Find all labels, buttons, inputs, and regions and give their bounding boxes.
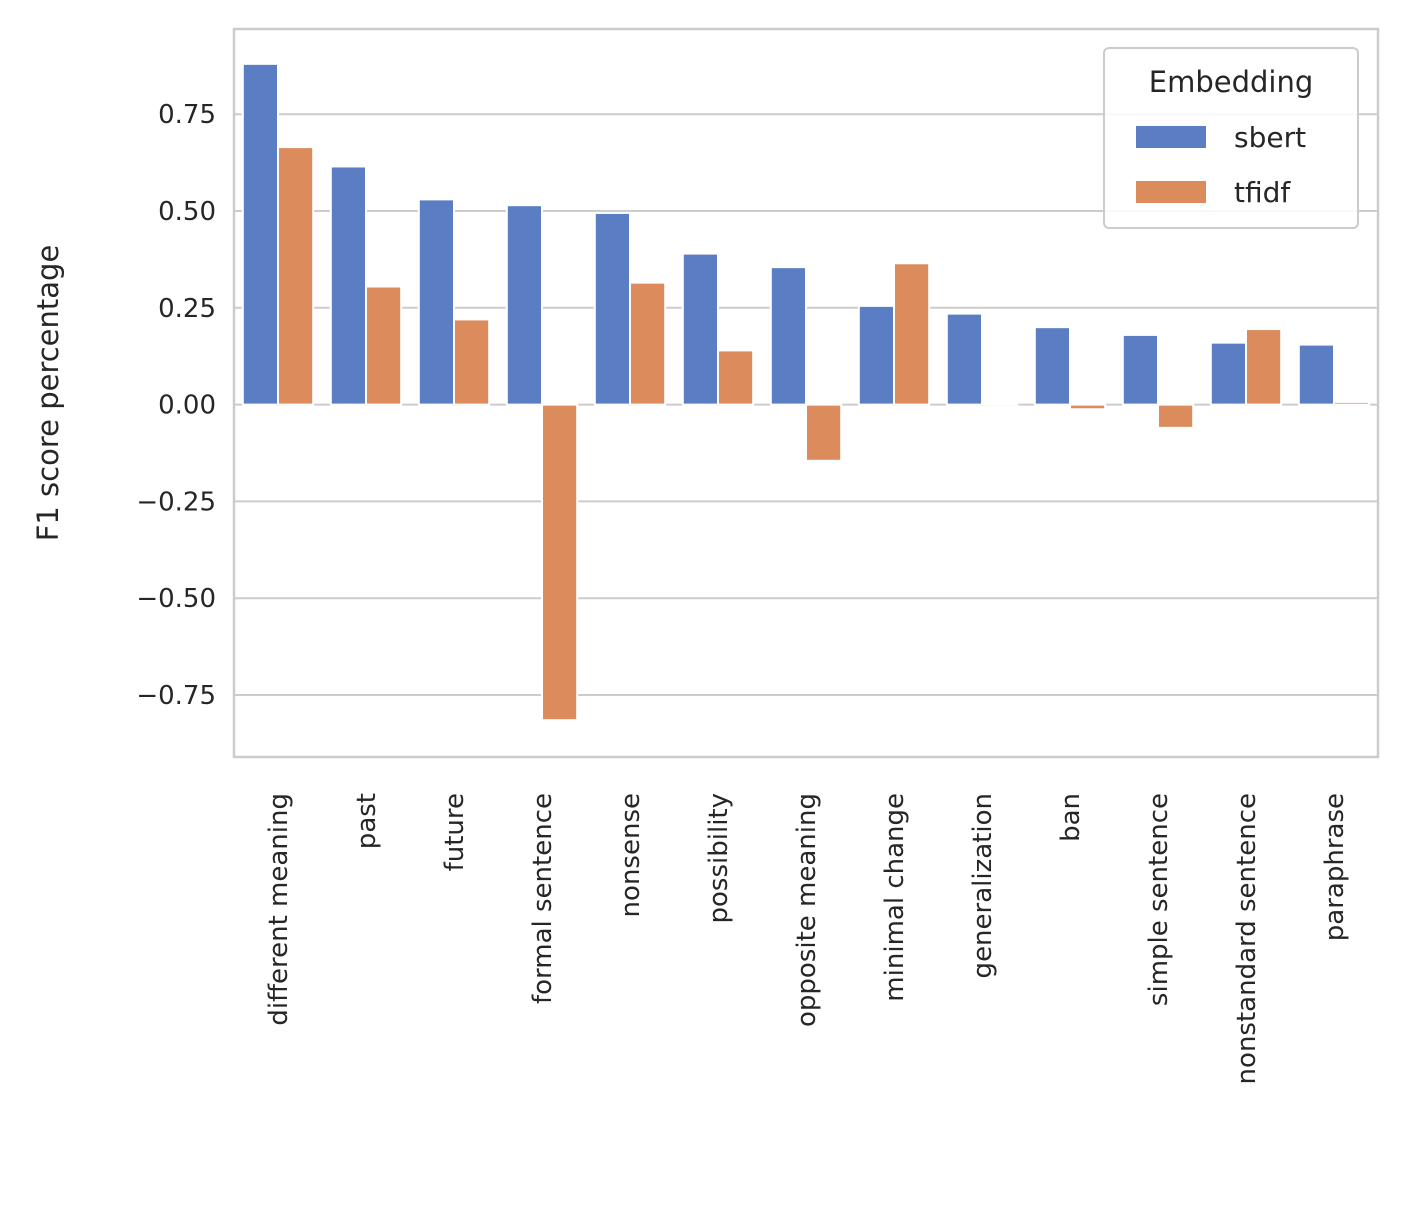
- bar-tfidf: [541, 403, 579, 722]
- y-tick-label: −0.50: [136, 584, 216, 614]
- x-tick-label: possibility: [704, 793, 734, 923]
- x-tick-label: opposite meaning: [792, 793, 822, 1027]
- legend: Embedding sbert tfidf: [1103, 47, 1359, 229]
- bar-tfidf: [893, 262, 931, 406]
- legend-title: Embedding: [1149, 65, 1313, 99]
- bar-sbert: [329, 165, 367, 406]
- bar-tfidf: [277, 146, 315, 406]
- bar-sbert: [505, 204, 543, 406]
- bar-tfidf: [1333, 400, 1371, 406]
- y-tick-labels: −0.75 −0.50 −0.25 0.00 0.25 0.50 0.75: [136, 100, 216, 711]
- bar-tfidf: [629, 281, 667, 406]
- bar-sbert: [1033, 326, 1072, 406]
- x-tick-label: past: [352, 793, 382, 849]
- legend-label-sbert: sbert: [1234, 121, 1306, 154]
- y-tick-label: 0.25: [158, 294, 216, 324]
- y-tick-label: −0.75: [136, 681, 216, 711]
- bar-sbert: [593, 211, 631, 406]
- x-tick-label: nonsense: [616, 793, 646, 917]
- legend-label-tfidf: tfidf: [1234, 176, 1291, 209]
- bar-tfidf: [1069, 403, 1107, 411]
- bar-tfidf: [1245, 328, 1283, 406]
- bar-sbert: [857, 304, 895, 406]
- bar-tfidf: [717, 349, 755, 406]
- legend-swatch-tfidf: [1136, 181, 1206, 203]
- x-tick-label: different meaning: [264, 793, 294, 1026]
- y-tick-label: 0.75: [158, 100, 216, 130]
- x-tick-label: nonstandard sentence: [1232, 793, 1262, 1084]
- x-tick-label: ban: [1056, 793, 1086, 842]
- x-tick-label: simple sentence: [1144, 793, 1174, 1006]
- x-tick-label: formal sentence: [528, 793, 558, 1004]
- bars: [241, 62, 1371, 722]
- legend-swatch-sbert: [1136, 126, 1206, 148]
- bar-sbert: [1121, 333, 1160, 406]
- bar-tfidf: [453, 318, 491, 406]
- bar-tfidf: [981, 402, 1019, 406]
- bar-sbert: [945, 312, 983, 406]
- y-tick-label: 0.50: [158, 197, 216, 227]
- x-tick-labels: different meaning past future formal senten…: [264, 793, 1350, 1084]
- bar-tfidf: [1157, 403, 1195, 429]
- bar-sbert: [1209, 341, 1248, 406]
- x-tick-label: generalization: [968, 793, 998, 978]
- bar-sbert: [417, 198, 455, 406]
- plot-frame: [232, 27, 1380, 759]
- bar-sbert: [681, 252, 719, 406]
- legend-entries: sbert tfidf: [1136, 121, 1306, 209]
- y-axis-label: F1 score percentage: [31, 245, 65, 542]
- y-tick-label: −0.25: [136, 487, 216, 517]
- bar-tfidf: [365, 285, 403, 406]
- y-tick-label: 0.00: [158, 391, 216, 421]
- bar-sbert: [241, 62, 280, 406]
- x-tick-label: future: [440, 793, 470, 871]
- bar-sbert: [769, 266, 807, 406]
- bar-tfidf: [805, 403, 843, 462]
- bar-sbert: [1297, 343, 1336, 406]
- x-tick-label: minimal change: [880, 793, 910, 1002]
- x-tick-label: paraphrase: [1320, 793, 1350, 941]
